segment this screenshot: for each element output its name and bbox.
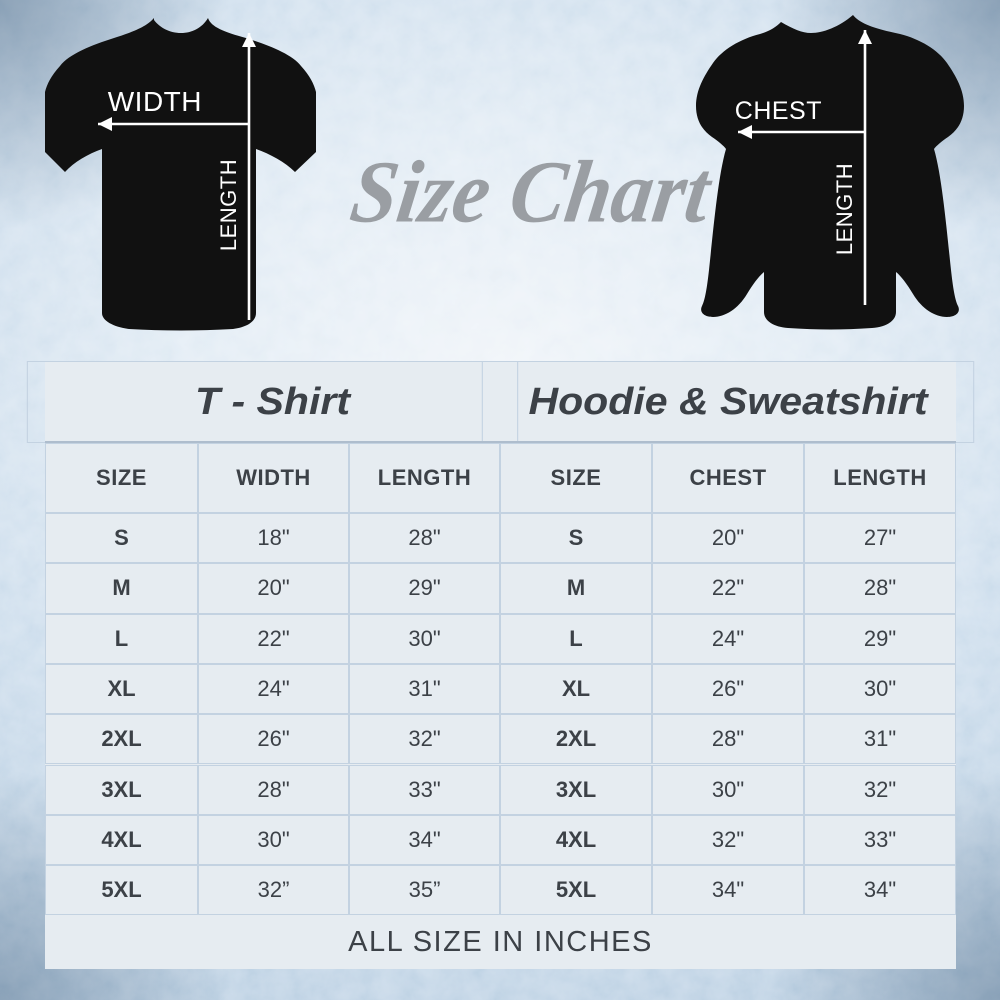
svg-text:LENGTH: LENGTH	[216, 159, 241, 251]
svg-text:WIDTH: WIDTH	[108, 86, 202, 117]
svg-text:LENGTH: LENGTH	[832, 163, 857, 255]
